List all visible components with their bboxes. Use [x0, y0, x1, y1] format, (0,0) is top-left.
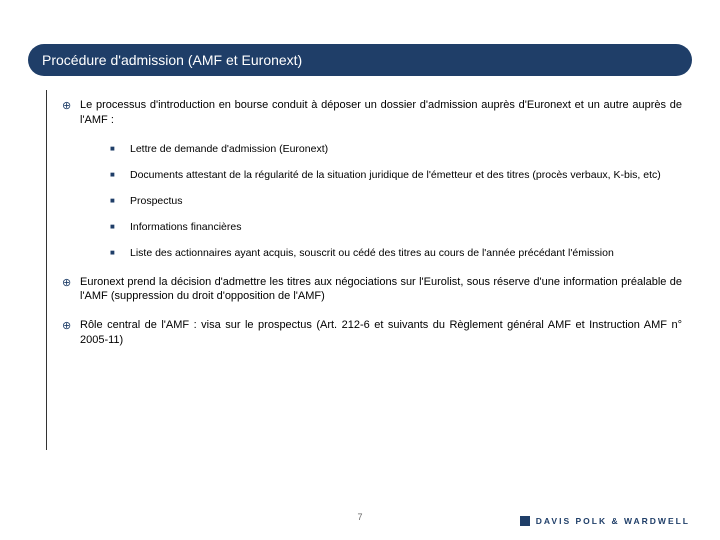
square-icon: ■: [110, 170, 130, 184]
bullet-1: ⊕ Le processus d'introduction en bourse …: [62, 98, 682, 128]
list-item: ■ Liste des actionnaires ayant acquis, s…: [110, 246, 682, 260]
sub-text: Liste des actionnaires ayant acquis, sou…: [130, 246, 682, 260]
list-item: ■ Lettre de demande d'admission (Euronex…: [110, 142, 682, 156]
circled-plus-icon: ⊕: [62, 99, 80, 129]
sub-text: Documents attestant de la régularité de …: [130, 168, 682, 182]
bullet-2-text: Euronext prend la décision d'admettre le…: [80, 275, 682, 305]
bullet-3-text: Rôle central de l'AMF : visa sur le pros…: [80, 318, 682, 348]
slide-title: Procédure d'admission (AMF et Euronext): [42, 52, 302, 68]
sub-text: Informations financières: [130, 220, 682, 234]
slide: Procédure d'admission (AMF et Euronext) …: [0, 0, 720, 540]
title-bar: Procédure d'admission (AMF et Euronext): [28, 44, 692, 76]
circled-plus-icon: ⊕: [62, 319, 80, 349]
logo-text: DAVIS POLK & WARDWELL: [536, 516, 690, 526]
square-icon: ■: [110, 196, 130, 210]
firm-logo: DAVIS POLK & WARDWELL: [520, 516, 690, 526]
logo-mark-icon: [520, 516, 530, 526]
square-icon: ■: [110, 222, 130, 236]
square-icon: ■: [110, 144, 130, 158]
list-item: ■ Prospectus: [110, 194, 682, 208]
bullet-1-text: Le processus d'introduction en bourse co…: [80, 98, 682, 128]
square-icon: ■: [110, 248, 130, 262]
bullet-2: ⊕ Euronext prend la décision d'admettre …: [62, 275, 682, 305]
sublist-1: ■ Lettre de demande d'admission (Euronex…: [110, 142, 682, 261]
content-area: ⊕ Le processus d'introduction en bourse …: [62, 98, 682, 362]
circled-plus-icon: ⊕: [62, 276, 80, 306]
sub-text: Lettre de demande d'admission (Euronext): [130, 142, 682, 156]
list-item: ■ Documents attestant de la régularité d…: [110, 168, 682, 182]
bullet-3: ⊕ Rôle central de l'AMF : visa sur le pr…: [62, 318, 682, 348]
sub-text: Prospectus: [130, 194, 682, 208]
list-item: ■ Informations financières: [110, 220, 682, 234]
vertical-rule: [46, 90, 47, 450]
